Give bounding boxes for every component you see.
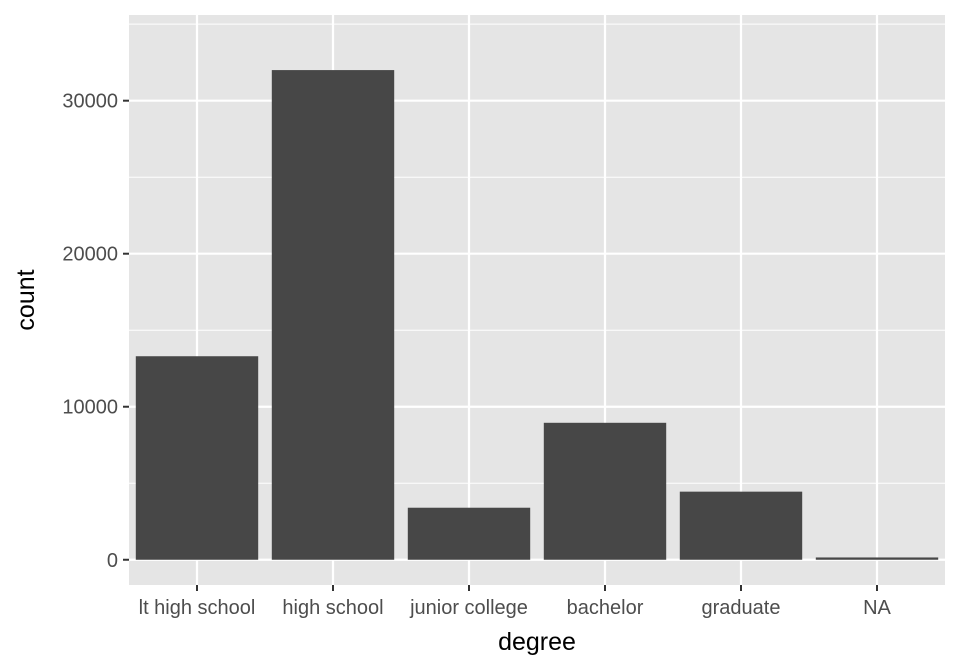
y-axis-title: count: [12, 269, 40, 330]
x-tick-label: graduate: [702, 597, 781, 619]
y-tick-label: 20000: [62, 244, 118, 266]
bar: [271, 70, 395, 560]
x-tick-label: junior college: [409, 597, 528, 619]
y-tick-label: 0: [107, 550, 118, 572]
x-tick-label: NA: [863, 597, 891, 619]
y-tick-label: 10000: [62, 397, 118, 419]
bar: [679, 491, 803, 560]
minor-gridlines: [129, 23, 945, 484]
x-axis-tick-labels: lt high school high school junior college b…: [139, 597, 892, 619]
x-tick-label: lt high school: [139, 597, 256, 619]
bar: [407, 507, 531, 560]
y-tick-label: 30000: [62, 91, 118, 113]
bars: [135, 70, 939, 560]
x-axis-title: degree: [498, 628, 576, 656]
y-axis-tick-labels: 0 10000 20000 30000: [62, 91, 118, 572]
plot-panel: [129, 15, 945, 585]
x-tick-label: bachelor: [567, 597, 644, 619]
axis-ticks: [123, 99, 878, 591]
bar: [135, 356, 259, 560]
bar: [543, 422, 667, 560]
x-tick-label: high school: [282, 597, 383, 619]
bar: [815, 557, 939, 560]
